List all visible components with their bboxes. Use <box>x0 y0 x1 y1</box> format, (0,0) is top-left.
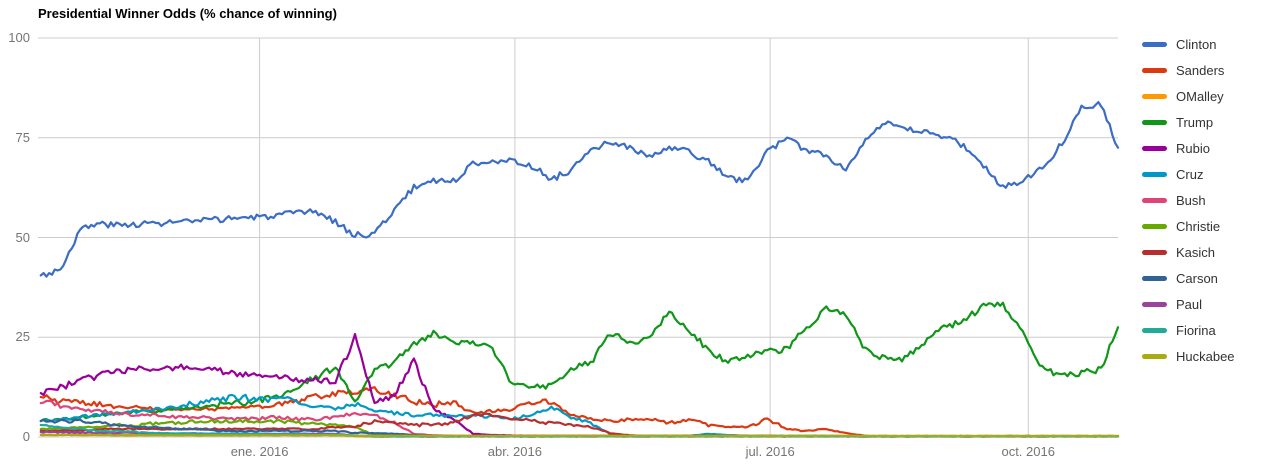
legend-label-trump: Trump <box>1176 114 1214 130</box>
legend-swatch-christie <box>1142 223 1167 229</box>
y-tick-label-100: 100 <box>8 30 30 45</box>
legend-item-fiorina[interactable]: Fiorina <box>1142 317 1235 343</box>
legend-item-cruz[interactable]: Cruz <box>1142 161 1235 187</box>
legend-label-kasich: Kasich <box>1176 244 1216 260</box>
x-tick-label-2: abr. 2016 <box>487 444 542 459</box>
legend-label-cruz: Cruz <box>1176 166 1204 182</box>
chart-title: Presidential Winner Odds (% chance of wi… <box>38 6 337 21</box>
legend-label-sanders: Sanders <box>1176 62 1225 78</box>
legend-item-clinton[interactable]: Clinton <box>1142 31 1235 57</box>
legend: Clinton Sanders OMalley Trump Rubio Cruz Bush C… <box>1142 31 1235 369</box>
legend-swatch-trump <box>1142 119 1167 125</box>
legend-item-omalley[interactable]: OMalley <box>1142 83 1235 109</box>
legend-item-kasich[interactable]: Kasich <box>1142 239 1235 265</box>
x-tick-label-3: jul. 2016 <box>745 444 795 459</box>
legend-label-paul: Paul <box>1176 296 1203 312</box>
y-tick-label-50: 50 <box>15 229 30 245</box>
legend-swatch-paul <box>1142 301 1167 307</box>
legend-label-omalley: OMalley <box>1176 88 1224 104</box>
legend-item-sanders[interactable]: Sanders <box>1142 57 1235 83</box>
legend-label-clinton: Clinton <box>1176 36 1217 52</box>
legend-swatch-omalley <box>1142 93 1167 99</box>
line-huckabee <box>39 433 1120 438</box>
legend-label-rubio: Rubio <box>1176 140 1210 156</box>
y-tick-label-75: 75 <box>15 129 30 145</box>
legend-swatch-huckabee <box>1142 353 1167 359</box>
legend-label-fiorina: Fiorina <box>1176 322 1216 338</box>
legend-swatch-bush <box>1142 197 1167 203</box>
y-tick-label-25: 25 <box>15 329 30 345</box>
legend-swatch-sanders <box>1142 67 1167 73</box>
legend-swatch-fiorina <box>1142 327 1167 333</box>
legend-item-paul[interactable]: Paul <box>1142 291 1235 317</box>
y-tick-label-0: 0 <box>22 429 30 444</box>
legend-item-christie[interactable]: Christie <box>1142 213 1235 239</box>
legend-label-carson: Carson <box>1176 270 1218 286</box>
x-tick-label-1: ene. 2016 <box>230 444 289 459</box>
legend-swatch-kasich <box>1142 249 1167 255</box>
legend-label-bush: Bush <box>1176 192 1206 208</box>
legend-item-huckabee[interactable]: Huckabee <box>1142 343 1235 369</box>
legend-label-huckabee: Huckabee <box>1176 348 1235 364</box>
legend-swatch-cruz <box>1142 171 1167 177</box>
line-clinton <box>39 101 1120 278</box>
legend-swatch-carson <box>1142 275 1167 281</box>
legend-item-carson[interactable]: Carson <box>1142 265 1235 291</box>
legend-item-trump[interactable]: Trump <box>1142 109 1235 135</box>
legend-item-rubio[interactable]: Rubio <box>1142 135 1235 161</box>
legend-label-christie: Christie <box>1176 218 1221 234</box>
x-tick-label-4: oct. 2016 <box>1001 444 1055 459</box>
legend-swatch-rubio <box>1142 145 1167 151</box>
legend-item-bush[interactable]: Bush <box>1142 187 1235 213</box>
legend-swatch-clinton <box>1142 41 1167 47</box>
